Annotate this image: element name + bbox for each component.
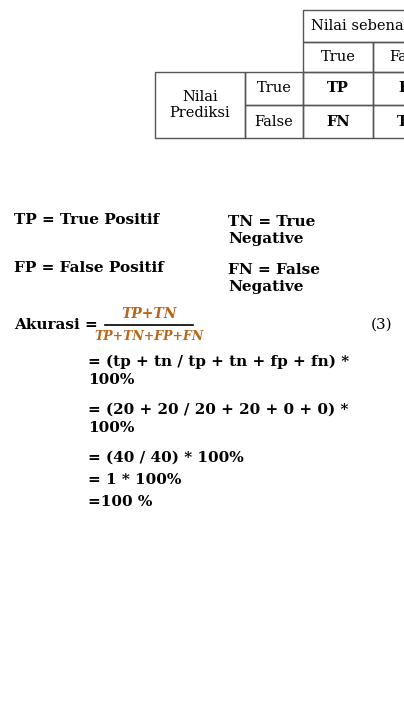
- Text: =100 %: =100 %: [88, 495, 152, 509]
- Text: = (40 / 40) * 100%: = (40 / 40) * 100%: [88, 451, 244, 465]
- Text: FN = False: FN = False: [228, 263, 320, 277]
- Bar: [245, 72, 303, 105]
- Text: TP: TP: [327, 81, 349, 95]
- Text: Negative: Negative: [228, 232, 303, 246]
- Bar: [303, 42, 373, 72]
- Bar: [303, 105, 373, 138]
- Text: = (20 + 20 / 20 + 20 + 0 + 0) *: = (20 + 20 / 20 + 20 + 0 + 0) *: [88, 403, 348, 417]
- Bar: [303, 10, 404, 42]
- Bar: [373, 42, 404, 72]
- Text: Akurasi =: Akurasi =: [14, 318, 103, 332]
- Text: TN: TN: [397, 115, 404, 128]
- Text: = 1 * 100%: = 1 * 100%: [88, 473, 181, 487]
- Text: FP: FP: [398, 81, 404, 95]
- Text: FP = False Positif: FP = False Positif: [14, 261, 164, 275]
- Text: (3): (3): [370, 318, 392, 332]
- Text: False: False: [255, 115, 293, 128]
- Text: FN: FN: [326, 115, 350, 128]
- Text: Nilai: Nilai: [182, 90, 218, 104]
- Text: Nilai sebenarnya: Nilai sebenarnya: [311, 19, 404, 33]
- Text: Negative: Negative: [228, 280, 303, 294]
- Bar: [373, 105, 404, 138]
- Text: TP+TN: TP+TN: [121, 307, 177, 321]
- Bar: [373, 72, 404, 105]
- Text: Prediksi: Prediksi: [170, 106, 230, 120]
- Text: 100%: 100%: [88, 421, 135, 435]
- Text: = (tp + tn / tp + tn + fp + fn) *: = (tp + tn / tp + tn + fp + fn) *: [88, 355, 349, 370]
- Text: TP = True Positif: TP = True Positif: [14, 213, 159, 227]
- Text: True: True: [257, 81, 291, 95]
- Text: True: True: [320, 50, 356, 64]
- Text: False: False: [389, 50, 404, 64]
- Text: TP+TN+FP+FN: TP+TN+FP+FN: [95, 330, 204, 343]
- Text: TN = True: TN = True: [228, 215, 316, 229]
- Text: 100%: 100%: [88, 373, 135, 387]
- Bar: [303, 72, 373, 105]
- Bar: [155, 72, 245, 138]
- Bar: [245, 105, 303, 138]
